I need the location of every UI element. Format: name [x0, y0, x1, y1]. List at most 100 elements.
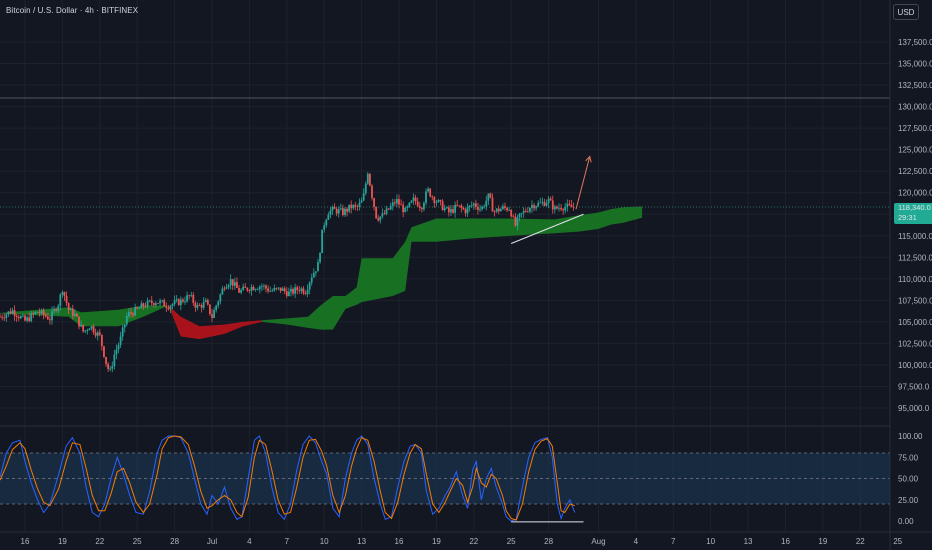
- time-axis-label: 7: [285, 537, 290, 546]
- candle-body: [541, 201, 544, 203]
- candle-body: [346, 208, 348, 212]
- candle-body: [90, 326, 93, 329]
- time-axis-label: 16: [395, 537, 404, 546]
- candle-body: [298, 290, 301, 291]
- candle-body: [466, 207, 469, 214]
- price-axis-label: 130,000.0: [898, 103, 932, 112]
- candle-body: [526, 211, 529, 213]
- candle-body: [308, 282, 311, 290]
- candle-body: [350, 204, 353, 209]
- candle-body: [327, 214, 330, 220]
- candle-body: [310, 277, 313, 283]
- candle-body: [427, 188, 429, 192]
- time-axis-label: 10: [706, 537, 715, 546]
- candle-body: [416, 201, 419, 207]
- candle-body: [437, 200, 440, 203]
- candle-body: [17, 317, 20, 319]
- candle-body: [32, 313, 35, 315]
- candle-body: [59, 294, 62, 306]
- candle-body: [371, 185, 373, 199]
- candle-body: [402, 204, 405, 213]
- candle-body: [450, 209, 452, 213]
- symbol-title[interactable]: Bitcoin / U.S. Dollar · 4h · BITFINEX: [6, 6, 139, 15]
- candle-body: [217, 301, 220, 306]
- candle-body: [439, 200, 442, 202]
- candle-body: [73, 313, 76, 316]
- candle-body: [364, 183, 367, 194]
- candle-body: [304, 293, 307, 295]
- candle-body: [287, 291, 290, 296]
- candle-body: [553, 206, 556, 210]
- stoch-axis-label: 100.00: [898, 432, 923, 441]
- candle-body: [11, 310, 14, 314]
- candle-body: [92, 326, 95, 333]
- grid: [0, 0, 899, 532]
- candle-body: [495, 208, 498, 212]
- candle-body: [98, 332, 101, 335]
- candle-body: [121, 327, 124, 337]
- candle-body: [487, 193, 490, 201]
- candle-body: [215, 305, 218, 311]
- candle-body: [134, 307, 137, 316]
- candle-body: [354, 205, 357, 207]
- candle-body: [385, 208, 388, 215]
- bar-countdown: 29:31: [898, 213, 917, 222]
- candle-body: [163, 300, 166, 307]
- candle-body: [381, 213, 384, 217]
- candle-body: [236, 282, 238, 288]
- candle-body: [40, 310, 43, 314]
- candle-body: [132, 313, 134, 316]
- time-axis-label: Aug: [591, 537, 605, 546]
- candle-body: [173, 300, 176, 305]
- candle-body: [485, 200, 488, 207]
- candle-body: [22, 315, 24, 317]
- candle-body: [285, 291, 288, 296]
- price-axis-label: 132,500.0: [898, 81, 932, 90]
- time-axis-label: 19: [432, 537, 441, 546]
- candle-body: [78, 316, 80, 327]
- candle-body: [545, 203, 548, 206]
- price-axis-label: 105,000.0: [898, 318, 932, 327]
- candle-body: [271, 290, 274, 292]
- candle-body: [202, 301, 205, 308]
- candle-body: [412, 197, 415, 201]
- candle-body: [375, 206, 378, 219]
- candle-body: [460, 205, 463, 209]
- candle-body: [119, 336, 122, 346]
- candle-body: [107, 363, 110, 370]
- candle-body: [254, 289, 257, 291]
- candle-body: [263, 285, 265, 287]
- time-axis-label: 25: [133, 537, 142, 546]
- candle-body: [352, 205, 355, 209]
- candle-body: [86, 330, 89, 331]
- candle-body: [184, 301, 186, 303]
- projection-arrow[interactable]: [575, 155, 592, 210]
- support-trendline[interactable]: [511, 213, 584, 244]
- candle-body: [472, 203, 475, 206]
- candle-body: [418, 206, 421, 208]
- candle-body: [142, 303, 145, 307]
- candle-body: [242, 286, 245, 291]
- candle-body: [531, 205, 533, 208]
- candle-body: [213, 310, 215, 318]
- stoch-line-k: [0, 435, 576, 522]
- candle-body: [423, 202, 425, 210]
- cloud-bear-segment: [168, 305, 262, 340]
- currency-button[interactable]: USD: [893, 4, 919, 20]
- candle-body: [265, 285, 267, 289]
- candle-body: [179, 299, 182, 306]
- candle-body: [481, 206, 484, 209]
- candle-body: [161, 300, 164, 302]
- price-axis[interactable]: [890, 0, 932, 550]
- candle-body: [150, 300, 153, 304]
- candle-body: [94, 332, 97, 336]
- candle-body: [250, 286, 253, 291]
- candle-body: [572, 207, 575, 208]
- time-axis-label: 22: [95, 537, 104, 546]
- candle-body: [292, 288, 294, 294]
- candle-body: [283, 288, 286, 292]
- candle-body: [510, 210, 513, 217]
- time-axis-label: 25: [893, 537, 902, 546]
- candle-body: [46, 316, 49, 320]
